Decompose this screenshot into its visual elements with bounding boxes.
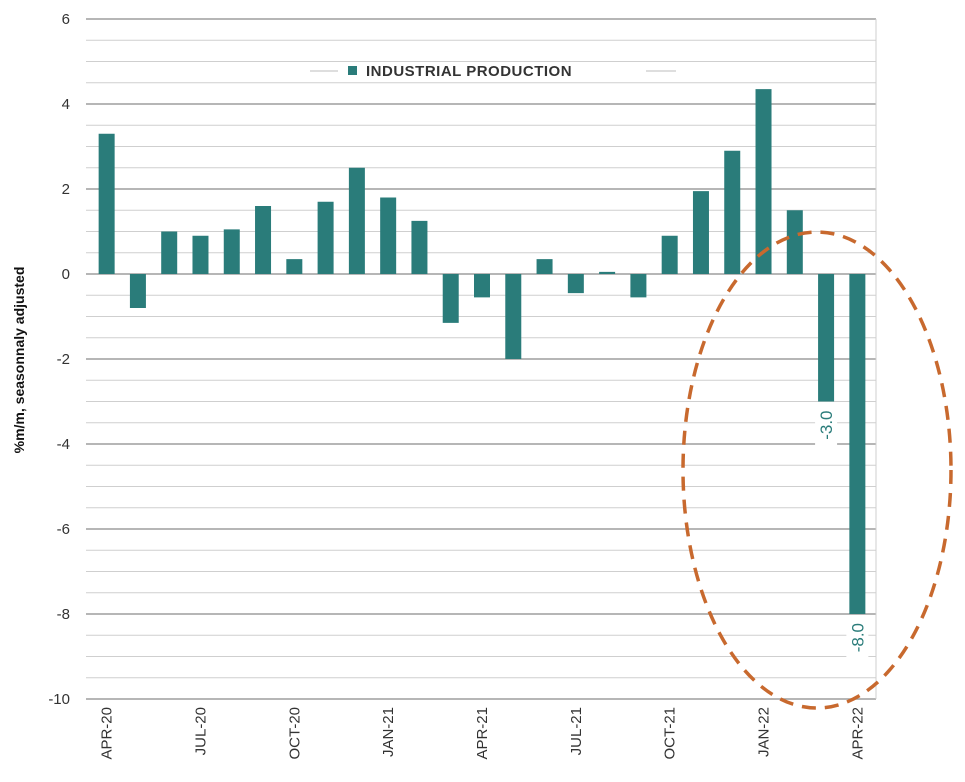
bar-dec-21 (724, 150, 741, 274)
bar-oct-20 (286, 259, 303, 274)
bar-apr-20 (98, 133, 115, 274)
bar-mar-22 (818, 274, 835, 402)
x-tick-label: APR-22 (849, 707, 866, 760)
data-label-text: -3.0 (817, 411, 836, 440)
y-tick-label: 2 (62, 181, 70, 198)
bar-jul-20 (192, 235, 209, 274)
x-tick-label: OCT-21 (662, 707, 679, 760)
bar-nov-21 (692, 191, 709, 274)
y-tick-label: 4 (62, 96, 70, 113)
data-label-mar-22: -3.0 (815, 407, 838, 454)
grid-lines (86, 18, 877, 700)
legend-label: INDUSTRIAL PRODUCTION (366, 63, 572, 80)
data-label-background (846, 620, 869, 666)
bar-aug-20 (223, 229, 240, 274)
y-tick-label: -4 (57, 436, 70, 453)
x-tick-label: OCT-20 (286, 707, 303, 760)
x-tick-label: APR-21 (474, 707, 491, 760)
x-tick-label: JUL-21 (568, 707, 585, 755)
bar-sep-21 (630, 274, 647, 298)
bar-jun-21 (536, 259, 553, 274)
legend: INDUSTRIAL PRODUCTION (310, 63, 676, 80)
bar-apr-21 (474, 274, 490, 298)
y-tick-label: -8 (57, 606, 70, 623)
bar-nov-20 (317, 201, 334, 274)
y-tick-label: -2 (57, 351, 70, 368)
bar-feb-22 (786, 210, 803, 274)
bar-aug-21 (599, 271, 616, 274)
bar-dec-20 (348, 167, 365, 274)
y-axis: -10 -8 -6 -4 -2 0 2 4 6 (48, 11, 70, 708)
data-label-apr-22: -8.0 (846, 620, 869, 666)
bar-sep-20 (255, 206, 272, 274)
bar-may-21 (505, 274, 522, 359)
highlight-ellipse (681, 230, 953, 710)
data-label-text: -8.0 (848, 623, 867, 652)
y-tick-label: 6 (62, 11, 70, 28)
bar-jul-21 (567, 274, 584, 294)
bar-oct-21 (661, 235, 678, 274)
y-axis-title: %m/m, seasonnaly adjusted (11, 267, 27, 454)
bar-jan-22 (755, 89, 772, 274)
y-tick-label: -6 (57, 521, 70, 538)
bar-mar-21 (442, 274, 459, 323)
x-tick-label: JAN-22 (756, 707, 773, 757)
bar-feb-21 (411, 220, 428, 274)
x-tick-label: JUL-20 (192, 707, 209, 755)
bar-jun-20 (161, 231, 178, 274)
data-label-background (815, 407, 838, 454)
bar-jan-21 (380, 197, 397, 274)
x-tick-label: JAN-21 (380, 707, 397, 757)
y-tick-label: 0 (62, 266, 70, 283)
bar-may-20 (129, 274, 146, 308)
x-axis: APR-20 JUL-20 OCT-20 JAN-21 APR-21 JUL-21 OCT-… (99, 707, 867, 760)
legend-swatch (348, 66, 357, 75)
bar-apr-22 (849, 274, 866, 614)
x-tick-label: APR-20 (99, 707, 116, 760)
data-labels: -3.0 -8.0 (815, 407, 869, 666)
y-tick-label: -10 (48, 691, 70, 708)
bar-series (98, 89, 866, 614)
